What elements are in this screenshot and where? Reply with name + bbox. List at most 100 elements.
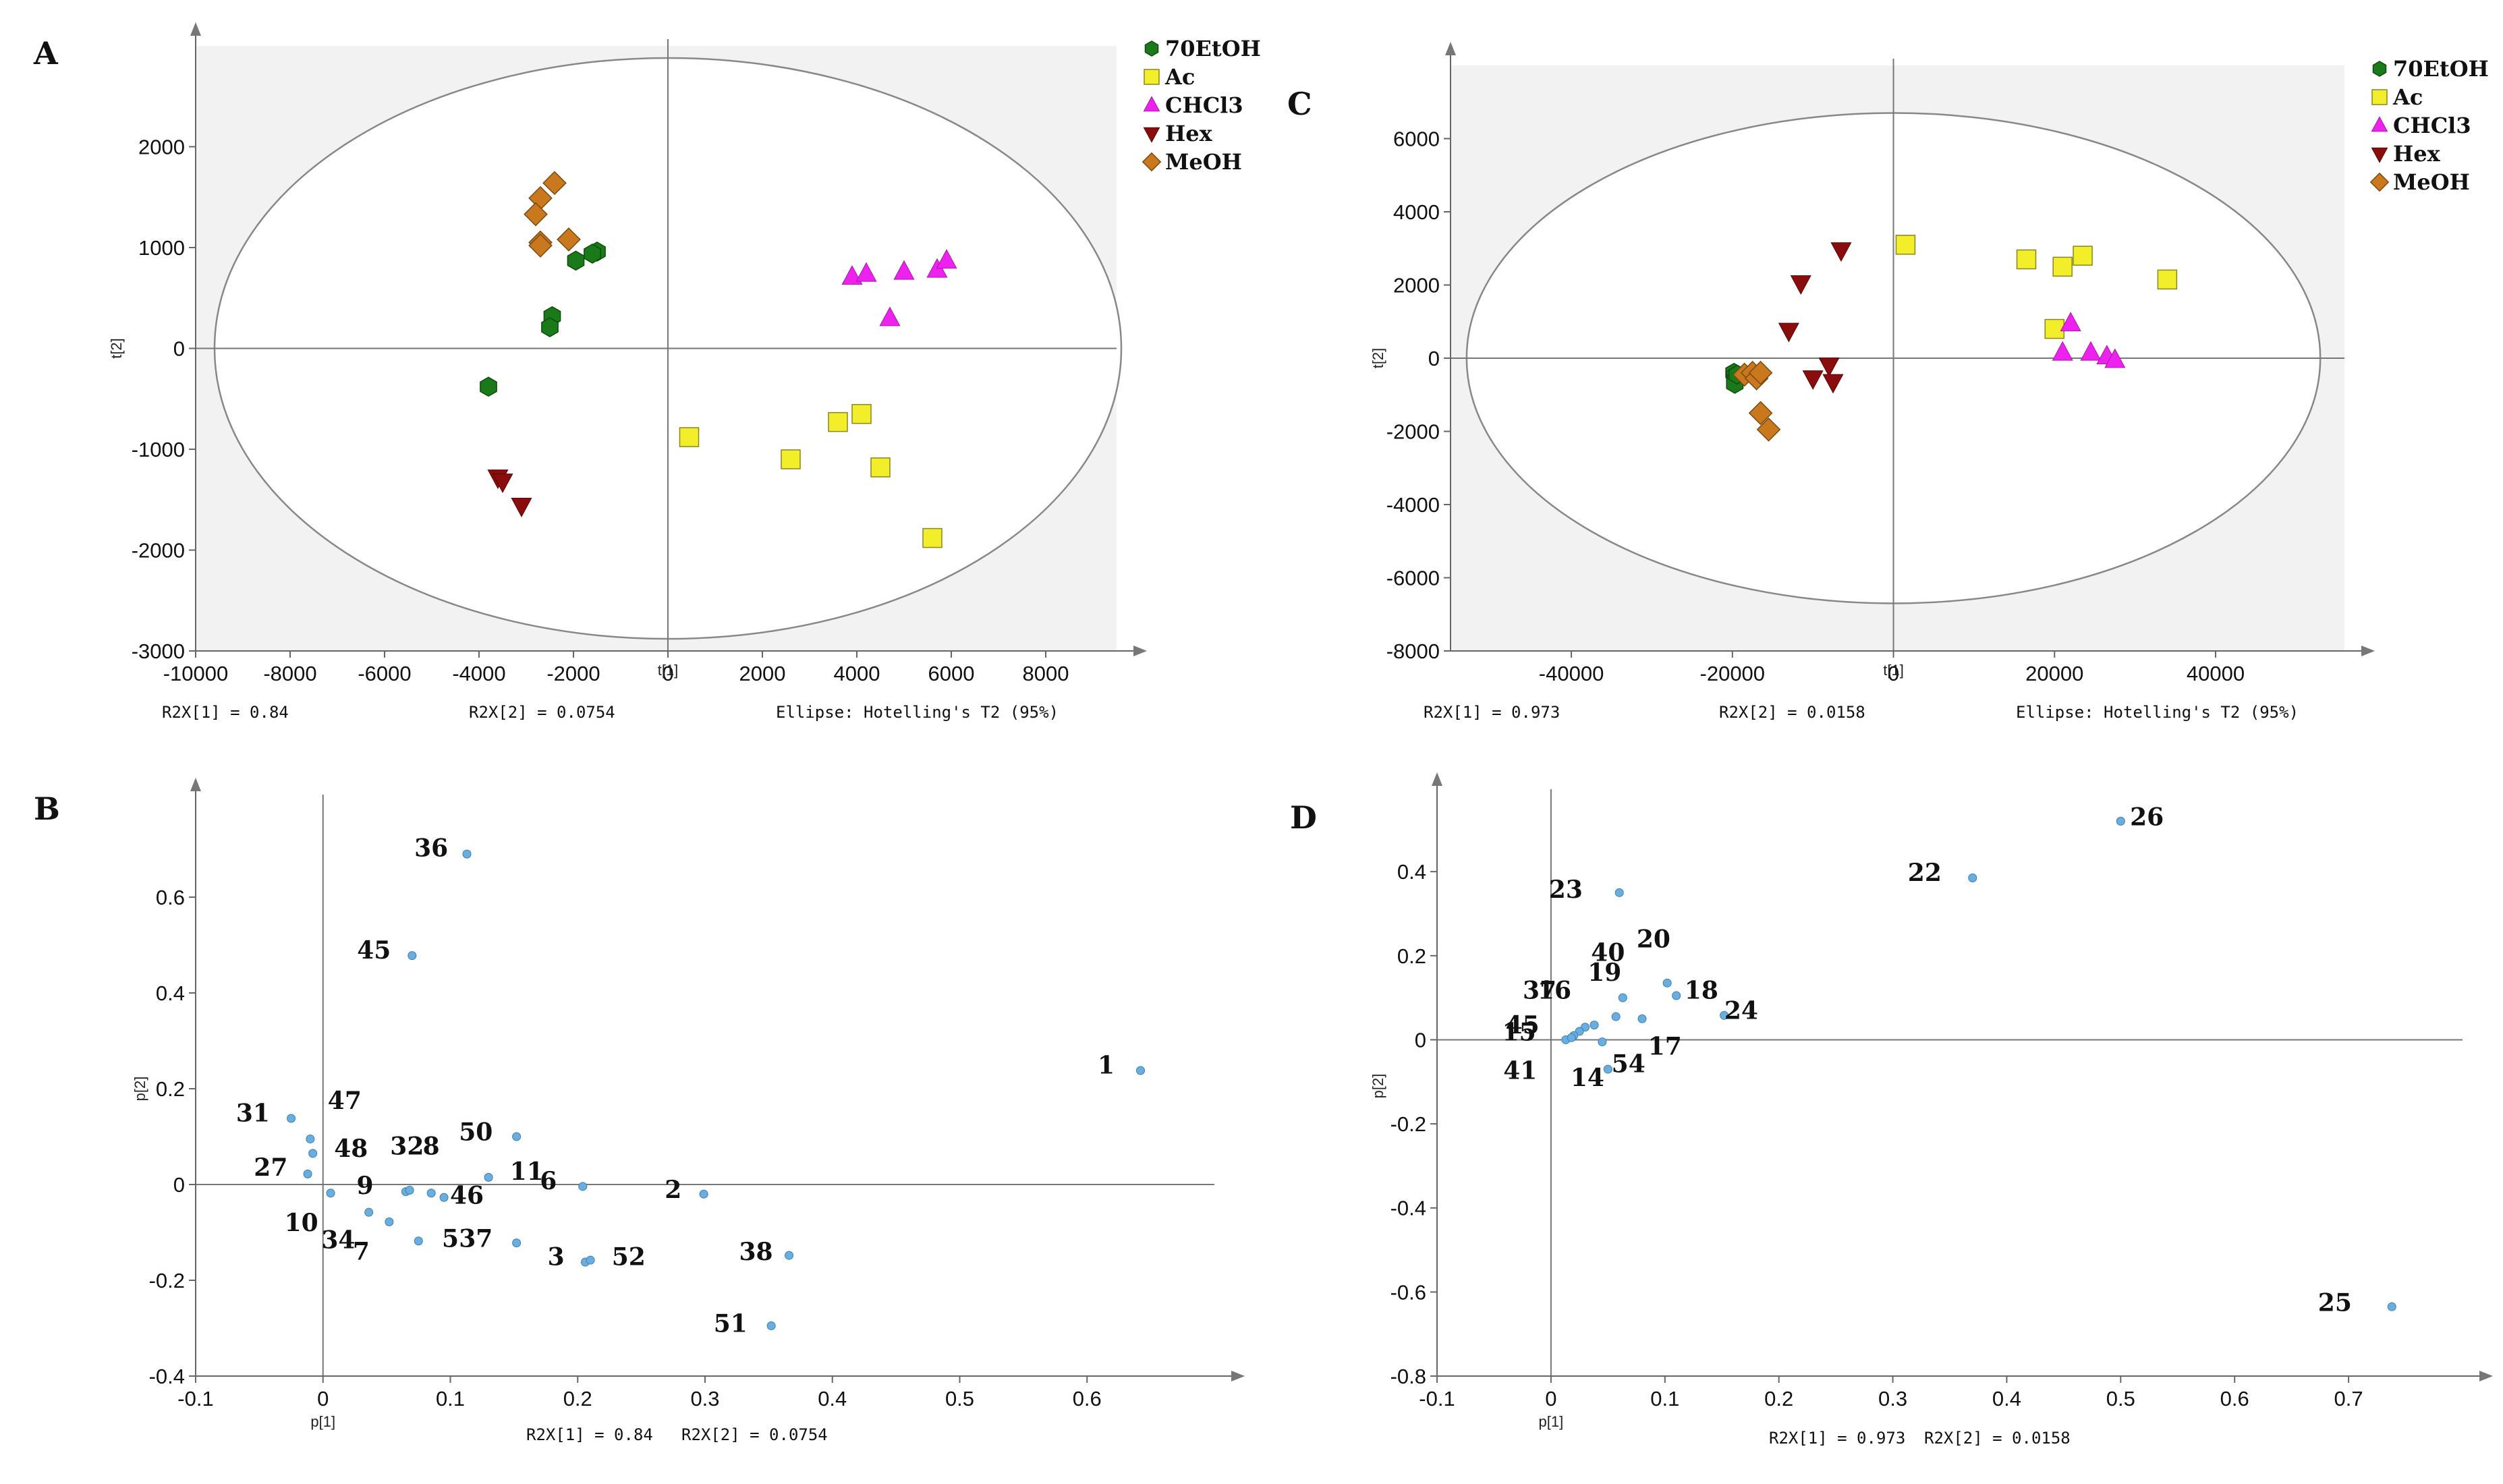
x-tick-label: -0.1	[1419, 1387, 1455, 1410]
y-tick-label: 0.6	[156, 886, 185, 909]
legend-label: 70EtOH	[2393, 56, 2489, 82]
loading-point	[785, 1251, 794, 1260]
loading-point	[308, 1149, 318, 1158]
point-ac	[922, 527, 943, 548]
point-label: 32	[390, 1132, 424, 1160]
x-tick-label: 0.2	[563, 1387, 592, 1410]
loading-point	[405, 1186, 414, 1195]
x-axis-arrow	[1231, 1371, 1245, 1381]
panel-b: B -0.1 0 0.1 0.2 0.3 0.4 0.5 0.6 -0.4 -0.2 0 0.2 0.4 0…	[34, 778, 1245, 1444]
point-label: 16	[1538, 976, 1571, 1004]
loading-point	[1662, 978, 1672, 988]
point-label: 27	[254, 1153, 287, 1182]
legend-marker-chcl3	[2371, 116, 2388, 132]
x-tick-label: 0.4	[818, 1387, 847, 1410]
legend-label: MeOH	[2393, 169, 2470, 195]
point-hex	[1802, 370, 1824, 390]
point-ac	[679, 427, 700, 447]
loading-point	[1598, 1037, 1607, 1047]
point-label: 41	[1503, 1056, 1537, 1085]
r2x2-label: R2X[2] = 0.0158	[1924, 1429, 2071, 1448]
legend-marker-meoh	[2369, 172, 2390, 192]
point-label: 40	[1591, 938, 1625, 967]
x-axis-title: p[1]	[1539, 1413, 1564, 1430]
point-ac	[2044, 318, 2065, 339]
y-tick-label: 0.2	[1397, 944, 1426, 968]
legend-label: CHCl3	[2393, 113, 2471, 138]
point-label: 38	[739, 1238, 772, 1266]
x-tick-label: 0.7	[2334, 1387, 2363, 1410]
point-ac	[781, 449, 801, 469]
y-tick-label: 0	[1415, 1028, 1426, 1052]
y-tick-label: -0.8	[1390, 1365, 1426, 1388]
point-label: 2	[665, 1176, 681, 1204]
point-hex	[1790, 275, 1811, 295]
x-tick-label: 0.5	[945, 1387, 974, 1410]
point-meoh	[524, 202, 548, 227]
point-label: 37	[459, 1224, 493, 1253]
loading-point	[306, 1135, 315, 1144]
panel-c: C-40000 -20000 0 20000 40000-8000-6000-4000-…	[1287, 42, 2489, 722]
point-hex	[1822, 374, 1844, 394]
point-ac	[870, 457, 891, 478]
legend-marker-meoh	[1142, 152, 1162, 172]
r2x2-label: R2X[2] = 0.0158	[1719, 703, 1865, 722]
point-hex	[511, 498, 532, 517]
point-label: 26	[2130, 803, 2164, 832]
legend-marker-70etoh	[2372, 61, 2387, 77]
x-tick-label: -40000	[1539, 662, 1604, 685]
point-70etoh	[567, 250, 585, 271]
point-label: 36	[414, 834, 448, 863]
x-tick-label: 0.5	[2106, 1387, 2135, 1410]
point-hex	[1778, 322, 1799, 343]
loading-point	[766, 1321, 776, 1330]
point-hex	[1830, 242, 1852, 262]
x-tick-label: 0.6	[1073, 1387, 1102, 1410]
legend-label: 70EtOH	[1165, 36, 1261, 61]
y-tick-label: 6000	[1393, 127, 1440, 151]
x-tick-label: 0	[317, 1387, 329, 1410]
x-tick-label: 40000	[2187, 662, 2245, 685]
y-tick-label: -0.6	[1390, 1280, 1426, 1304]
x-tick-label: 0.1	[1650, 1387, 1679, 1410]
point-chcl3	[2060, 312, 2081, 332]
x-tick-label: 8000	[1023, 662, 1069, 685]
point-label: 50	[459, 1118, 493, 1147]
point-meoh	[528, 233, 553, 258]
point-meoh	[557, 227, 581, 252]
y-axis-title: p[2]	[132, 1077, 148, 1102]
y-tick-label: 0.4	[1397, 860, 1426, 884]
loading-point	[2387, 1302, 2396, 1311]
loading-point	[364, 1207, 374, 1217]
legend-label: MeOH	[1165, 149, 1242, 175]
point-label: 18	[1685, 976, 1718, 1004]
legend-label: Ac	[1164, 64, 1195, 90]
x-axis-title: t[1]	[658, 662, 679, 679]
r2x1-label: R2X[1] = 0.973	[1769, 1429, 1905, 1448]
x-axis-title: p[1]	[310, 1413, 335, 1430]
point-label: 37	[1523, 976, 1556, 1004]
legend-marker-hex	[1143, 127, 1160, 143]
panel-letter: B	[34, 791, 60, 827]
y-axis-title: t[2]	[1370, 348, 1386, 369]
loading-point	[586, 1255, 595, 1265]
y-axis-arrow	[190, 778, 201, 791]
point-label: 10	[285, 1209, 318, 1237]
loading-point	[1618, 993, 1627, 1002]
loading-point	[407, 951, 417, 961]
point-ac	[1895, 235, 1916, 255]
y-tick-label: -4000	[1386, 493, 1440, 517]
x-tick-label: 0	[662, 662, 673, 685]
point-label: 11	[510, 1158, 544, 1186]
point-label: 45	[1506, 1011, 1540, 1039]
point-label: 17	[1648, 1032, 1682, 1060]
y-tick-label: -3000	[132, 639, 185, 663]
x-tick-label: -2000	[546, 662, 600, 685]
point-ac	[828, 411, 848, 432]
loading-point	[1637, 1014, 1647, 1023]
point-label: 3	[548, 1243, 565, 1271]
x-tick-label: 0.1	[436, 1387, 465, 1410]
point-label: 14	[1571, 1064, 1604, 1092]
point-label: 20	[1637, 925, 1670, 953]
x-tick-label: 0	[1545, 1387, 1556, 1410]
